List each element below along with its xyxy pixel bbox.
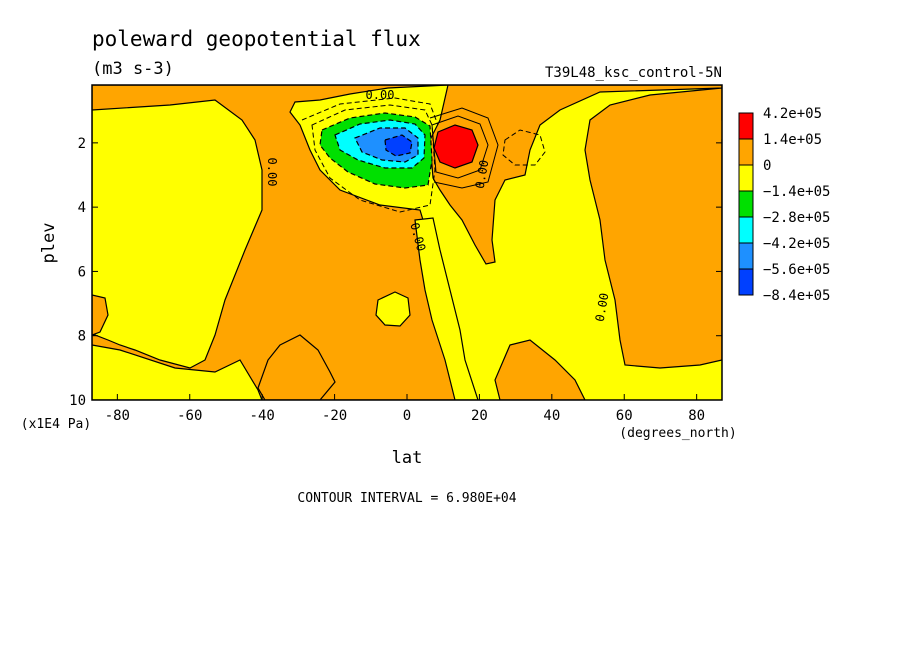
orange-north-region [584, 87, 722, 369]
orange-bottom-center [494, 339, 586, 400]
legend-label: −5.6e+05 [763, 262, 830, 278]
negative-dashed-contour-2 [301, 97, 439, 126]
contour-label-zero-4: 0.00 [473, 159, 492, 190]
orange-sw-patch [92, 294, 109, 336]
legend-swatch [738, 190, 754, 218]
weak-negative-loop [502, 129, 546, 166]
y-axis-label: plev [39, 223, 59, 264]
legend-swatch [738, 242, 754, 270]
y-tick-label: 2 [78, 136, 86, 152]
legend-label: 1.4e+05 [763, 132, 822, 148]
y-tick-label: 6 [78, 264, 86, 280]
contour-label-zero-5: 0.00 [593, 292, 612, 323]
contour-label-zero-2: 0.00 [265, 158, 279, 187]
x-tick-label: 80 [688, 408, 705, 424]
legend-swatch [738, 164, 754, 192]
x-axis-label: lat [392, 448, 423, 468]
x-tick-label: 40 [543, 408, 560, 424]
chart-units: (m3 s-3) [92, 59, 174, 79]
y-axis-units: (x1E4 Pa) [21, 417, 91, 432]
x-axis-ticks: -80 -60 -40 -20 0 20 40 60 80 [105, 394, 705, 424]
color-legend: 4.2e+05 1.4e+05 0 −1.4e+05 −2.8e+05 −4.2e+05 −… [738, 106, 830, 304]
contour-interval-note: CONTOUR INTERVAL = 6.980E+04 [297, 491, 516, 506]
legend-swatch [738, 216, 754, 244]
y-tick-label: 8 [78, 329, 86, 345]
legend-label: −8.4e+05 [763, 288, 830, 304]
red-maximum-region [433, 124, 479, 169]
x-tick-label: -60 [177, 408, 202, 424]
yellow-central-column [414, 217, 479, 400]
x-tick-label: 60 [616, 408, 633, 424]
y-tick-label: 10 [69, 393, 86, 409]
x-tick-label: -80 [105, 408, 130, 424]
x-tick-label: -40 [250, 408, 275, 424]
x-axis-units: (degrees_north) [619, 426, 736, 441]
legend-label: 0 [763, 158, 771, 174]
y-tick-label: 4 [78, 200, 86, 216]
x-tick-label: -20 [322, 408, 347, 424]
y-axis-ticks: 2 4 6 8 10 [69, 136, 722, 409]
dataset-label: T39L48_ksc_control-5N [545, 65, 722, 81]
legend-swatch [738, 112, 754, 140]
darkblue-minimum-core [384, 134, 413, 157]
negative-dashed-contour-1 [311, 104, 436, 213]
orange-north-right-edge [715, 120, 722, 140]
plot-area: 0.00 0.00 0.00 0.00 0.00 [92, 85, 722, 400]
yellow-south-region [92, 99, 263, 369]
legend-label: −1.4e+05 [763, 184, 830, 200]
positive-contour-ring-1 [431, 115, 489, 179]
chart-title: poleward geopotential flux [92, 27, 421, 51]
orange-sw-bottom [257, 334, 336, 400]
contour-label-zero-1: 0.00 [366, 88, 395, 102]
positive-contour-ring-2 [429, 107, 499, 189]
legend-swatch [738, 268, 754, 296]
yellow-southern-pole-base [92, 344, 263, 400]
x-tick-label: 20 [471, 408, 488, 424]
yellow-tropical-blob [375, 291, 411, 327]
x-tick-label: 0 [403, 408, 411, 424]
legend-swatch [738, 138, 754, 166]
legend-label: −4.2e+05 [763, 236, 830, 252]
legend-label: −2.8e+05 [763, 210, 830, 226]
legend-label: 4.2e+05 [763, 106, 822, 122]
